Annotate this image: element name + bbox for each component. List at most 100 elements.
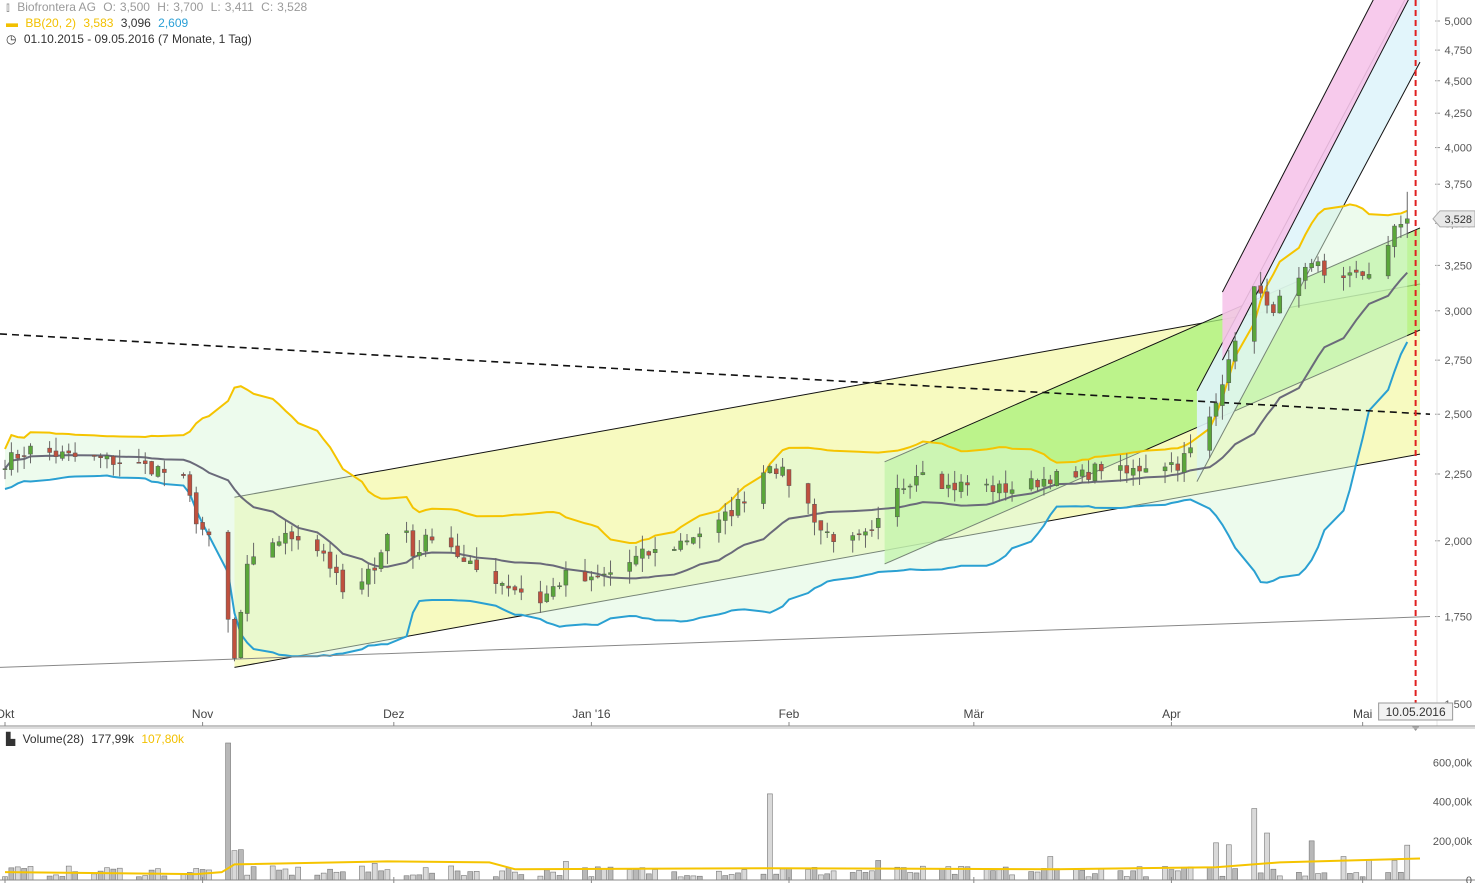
volume-bar [1398, 871, 1404, 881]
candle-body [340, 569, 346, 593]
candle-body [238, 611, 244, 658]
close-value: 3,528 [277, 0, 308, 14]
candle-body [181, 474, 186, 476]
volume-bar [46, 875, 53, 881]
y-tick-label: 4,500 [1444, 76, 1472, 88]
candle-body [2, 468, 8, 470]
candle-body [1232, 340, 1238, 362]
channel-pink-upper-edge [1221, 0, 1374, 293]
candle-body [646, 551, 652, 556]
volume-bar [824, 873, 831, 881]
candle-body [1392, 225, 1397, 247]
candle-body [869, 529, 875, 531]
volume-bar [333, 871, 340, 881]
volume-bar [512, 871, 518, 881]
y-tick-label: 2,250 [1444, 469, 1472, 481]
x-tick-label: Dez [383, 707, 404, 721]
volume-bar [556, 875, 563, 881]
volume-bar [359, 865, 365, 881]
volume-bar [735, 872, 741, 881]
bb-line-icon: ▬ [6, 16, 18, 30]
candle-body [805, 483, 811, 504]
y-tick-label: 2,500 [1444, 409, 1472, 421]
candle-body [742, 501, 747, 504]
volume-bar [14, 866, 21, 881]
volume-bar [365, 871, 372, 881]
high-label: H: [157, 0, 170, 14]
volume-bar [543, 869, 550, 881]
candle-body [295, 536, 301, 541]
candle-body [863, 531, 868, 536]
candle-body [1175, 463, 1181, 471]
open-label: O: [103, 0, 116, 14]
volume-bar [269, 865, 276, 881]
volume-bar [314, 874, 321, 881]
candle-body [678, 540, 683, 550]
volume-bar [1213, 842, 1219, 881]
candle-body [327, 551, 333, 569]
volume-bar [1264, 832, 1270, 881]
candle-body [633, 555, 639, 565]
candle-body [289, 531, 295, 540]
bb-lower-value: 2,609 [158, 16, 189, 30]
candle-body [1003, 483, 1008, 493]
volume-bar [499, 870, 505, 881]
volume-bar [1308, 840, 1315, 881]
candle-body [410, 530, 416, 557]
volume-bars [2, 742, 1411, 881]
y-tick-label: 2,000 [1444, 536, 1472, 548]
volume-bar [1353, 872, 1360, 881]
candle-body [1118, 465, 1123, 471]
candle-body [1296, 277, 1302, 296]
volume-bar [1251, 808, 1258, 881]
bollinger-legend: ▬ BB(20, 2) 3,583 3,096 2,609 [6, 16, 192, 30]
candle-body [206, 531, 212, 536]
candle-body [761, 472, 766, 504]
volume-bar [1219, 875, 1226, 881]
candle-body [1347, 272, 1353, 276]
candle-body [990, 485, 996, 493]
volume-bar [410, 874, 416, 881]
volume-bar [760, 873, 767, 881]
bb-label: BB(20, 2) [25, 16, 77, 30]
volume-bar [225, 742, 231, 881]
candle-body [818, 520, 824, 531]
candle-body [1398, 224, 1404, 228]
price-badge-label: 3,528 [1444, 214, 1472, 226]
volume-bars-icon: ▙ [6, 732, 16, 746]
support-trendline [0, 616, 1431, 668]
volume-bar [1206, 866, 1213, 881]
volume-bar [1385, 872, 1391, 881]
candle-body [907, 485, 913, 488]
candle-body [9, 452, 14, 470]
candle-body [1099, 464, 1104, 472]
candle-body [1405, 218, 1410, 224]
volume-bar [913, 872, 920, 881]
candle-body [187, 474, 193, 496]
candle-body [767, 466, 773, 474]
candle-body [60, 451, 65, 459]
candle-body [856, 533, 862, 536]
volume-bar [289, 874, 295, 881]
candle-body [1366, 274, 1372, 279]
volume-y-tick-label: 0 [1466, 875, 1472, 883]
volume-bar [422, 867, 429, 881]
volume-bar [1079, 869, 1085, 881]
volume-bar [1053, 868, 1060, 881]
candle-body [155, 466, 161, 477]
price-badge-box [1432, 210, 1475, 228]
volume-average-value: 107,80k [141, 732, 185, 746]
volume-bar [550, 871, 556, 881]
volume-bar [320, 872, 327, 881]
candle-body [321, 550, 326, 554]
volume-bar [869, 870, 875, 881]
candle-body [429, 536, 435, 541]
candle-body [111, 455, 116, 465]
low-label: L: [210, 0, 221, 14]
volume-bar [461, 875, 467, 881]
volume-bar [206, 869, 212, 881]
candle-body [1188, 447, 1193, 454]
volume-bar [371, 863, 378, 881]
candle-body [499, 583, 505, 586]
candle-body [672, 549, 677, 551]
